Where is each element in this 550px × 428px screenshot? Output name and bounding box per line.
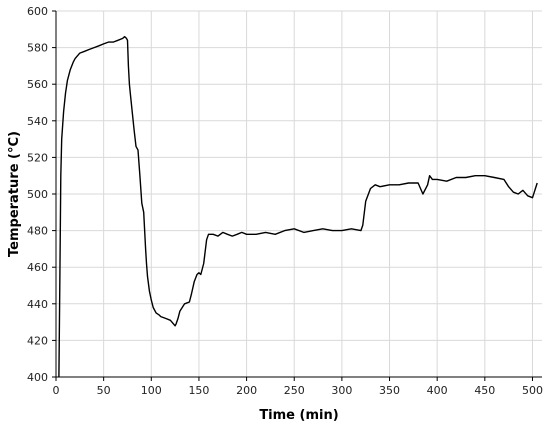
- x-tick-label: 200: [236, 384, 257, 397]
- y-tick-label: 540: [27, 115, 48, 128]
- x-tick-label: 300: [331, 384, 352, 397]
- y-axis-title: Temperature (°C): [7, 131, 22, 257]
- x-tick-label: 100: [141, 384, 162, 397]
- x-tick-label: 50: [97, 384, 111, 397]
- y-tick-label: 420: [27, 334, 48, 347]
- x-tick-label: 250: [284, 384, 305, 397]
- x-tick-labels: 0 50 100 150 200 250 300 350 400 450 500: [53, 377, 543, 397]
- y-tick-label: 440: [27, 298, 48, 311]
- plot-area: [58, 35, 538, 378]
- x-tick-label: 0: [53, 384, 60, 397]
- y-tick-label: 560: [27, 78, 48, 91]
- x-tick-label: 400: [427, 384, 448, 397]
- y-tick-labels: 400 420 440 460 480 500 520 540 560 580 600: [27, 5, 56, 384]
- y-tick-label: 400: [27, 371, 48, 384]
- y-tick-label: 600: [27, 5, 48, 18]
- y-tick-label: 520: [27, 151, 48, 164]
- x-tick-label: 450: [474, 384, 495, 397]
- y-tick-label: 500: [27, 188, 48, 201]
- x-tick-label: 350: [379, 384, 400, 397]
- x-tick-label: 500: [522, 384, 543, 397]
- y-tick-label: 460: [27, 261, 48, 274]
- y-tick-label: 580: [27, 42, 48, 55]
- x-tick-label: 150: [188, 384, 209, 397]
- temperature-series-line: [58, 35, 538, 378]
- y-tick-label: 480: [27, 225, 48, 238]
- x-axis-title: Time (min): [259, 408, 338, 423]
